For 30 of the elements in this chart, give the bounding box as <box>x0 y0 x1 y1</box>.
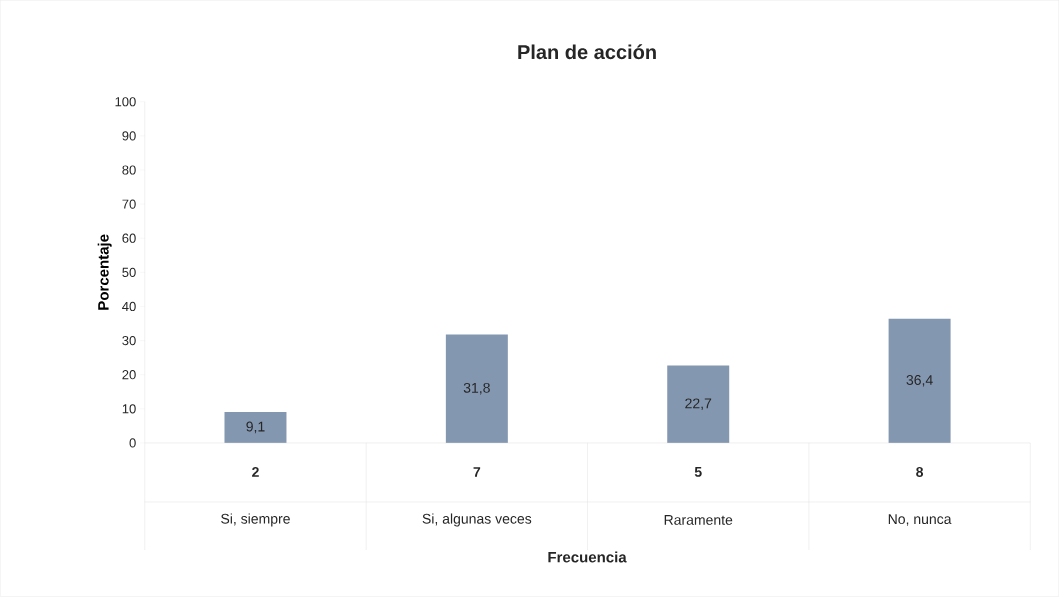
y-tick-label: 80 <box>122 165 136 175</box>
data-label: 36,4 <box>906 375 933 387</box>
y-tick-label: 10 <box>122 404 136 414</box>
bar <box>445 334 508 444</box>
y-tick-label: 90 <box>122 131 136 141</box>
y-tick-label: 70 <box>122 199 136 209</box>
y-tick-label: 50 <box>122 267 136 278</box>
bar <box>667 365 730 444</box>
y-tick-label: 20 <box>122 370 136 380</box>
y-tick-label: 40 <box>122 301 136 312</box>
y-axis-title: Porcentaje <box>97 234 112 310</box>
y-tick-label: 100 <box>115 97 136 107</box>
text: 7 <box>473 467 481 477</box>
chart-title: Plan de acción <box>518 44 656 60</box>
text: 8 <box>916 467 924 478</box>
y-tick-label: 0 <box>129 438 136 448</box>
bar <box>224 412 287 444</box>
text: 2 <box>252 467 259 477</box>
y-tick-label: 30 <box>122 336 136 346</box>
x-tick-label: Raramente <box>664 515 733 526</box>
data-label: 22,7 <box>685 398 712 411</box>
data-label: 9,1 <box>246 421 265 434</box>
text: 5 <box>694 467 702 477</box>
x-tick-label: Si, algunas veces <box>422 513 532 527</box>
x-tick-label: No, nunca <box>888 514 952 526</box>
x-axis-title: Frecuencia <box>548 551 627 563</box>
x-tick-label: Si, siempre <box>221 513 290 527</box>
data-label: 31,8 <box>463 383 490 395</box>
y-tick-label: 60 <box>122 233 136 243</box>
bar <box>888 318 951 444</box>
